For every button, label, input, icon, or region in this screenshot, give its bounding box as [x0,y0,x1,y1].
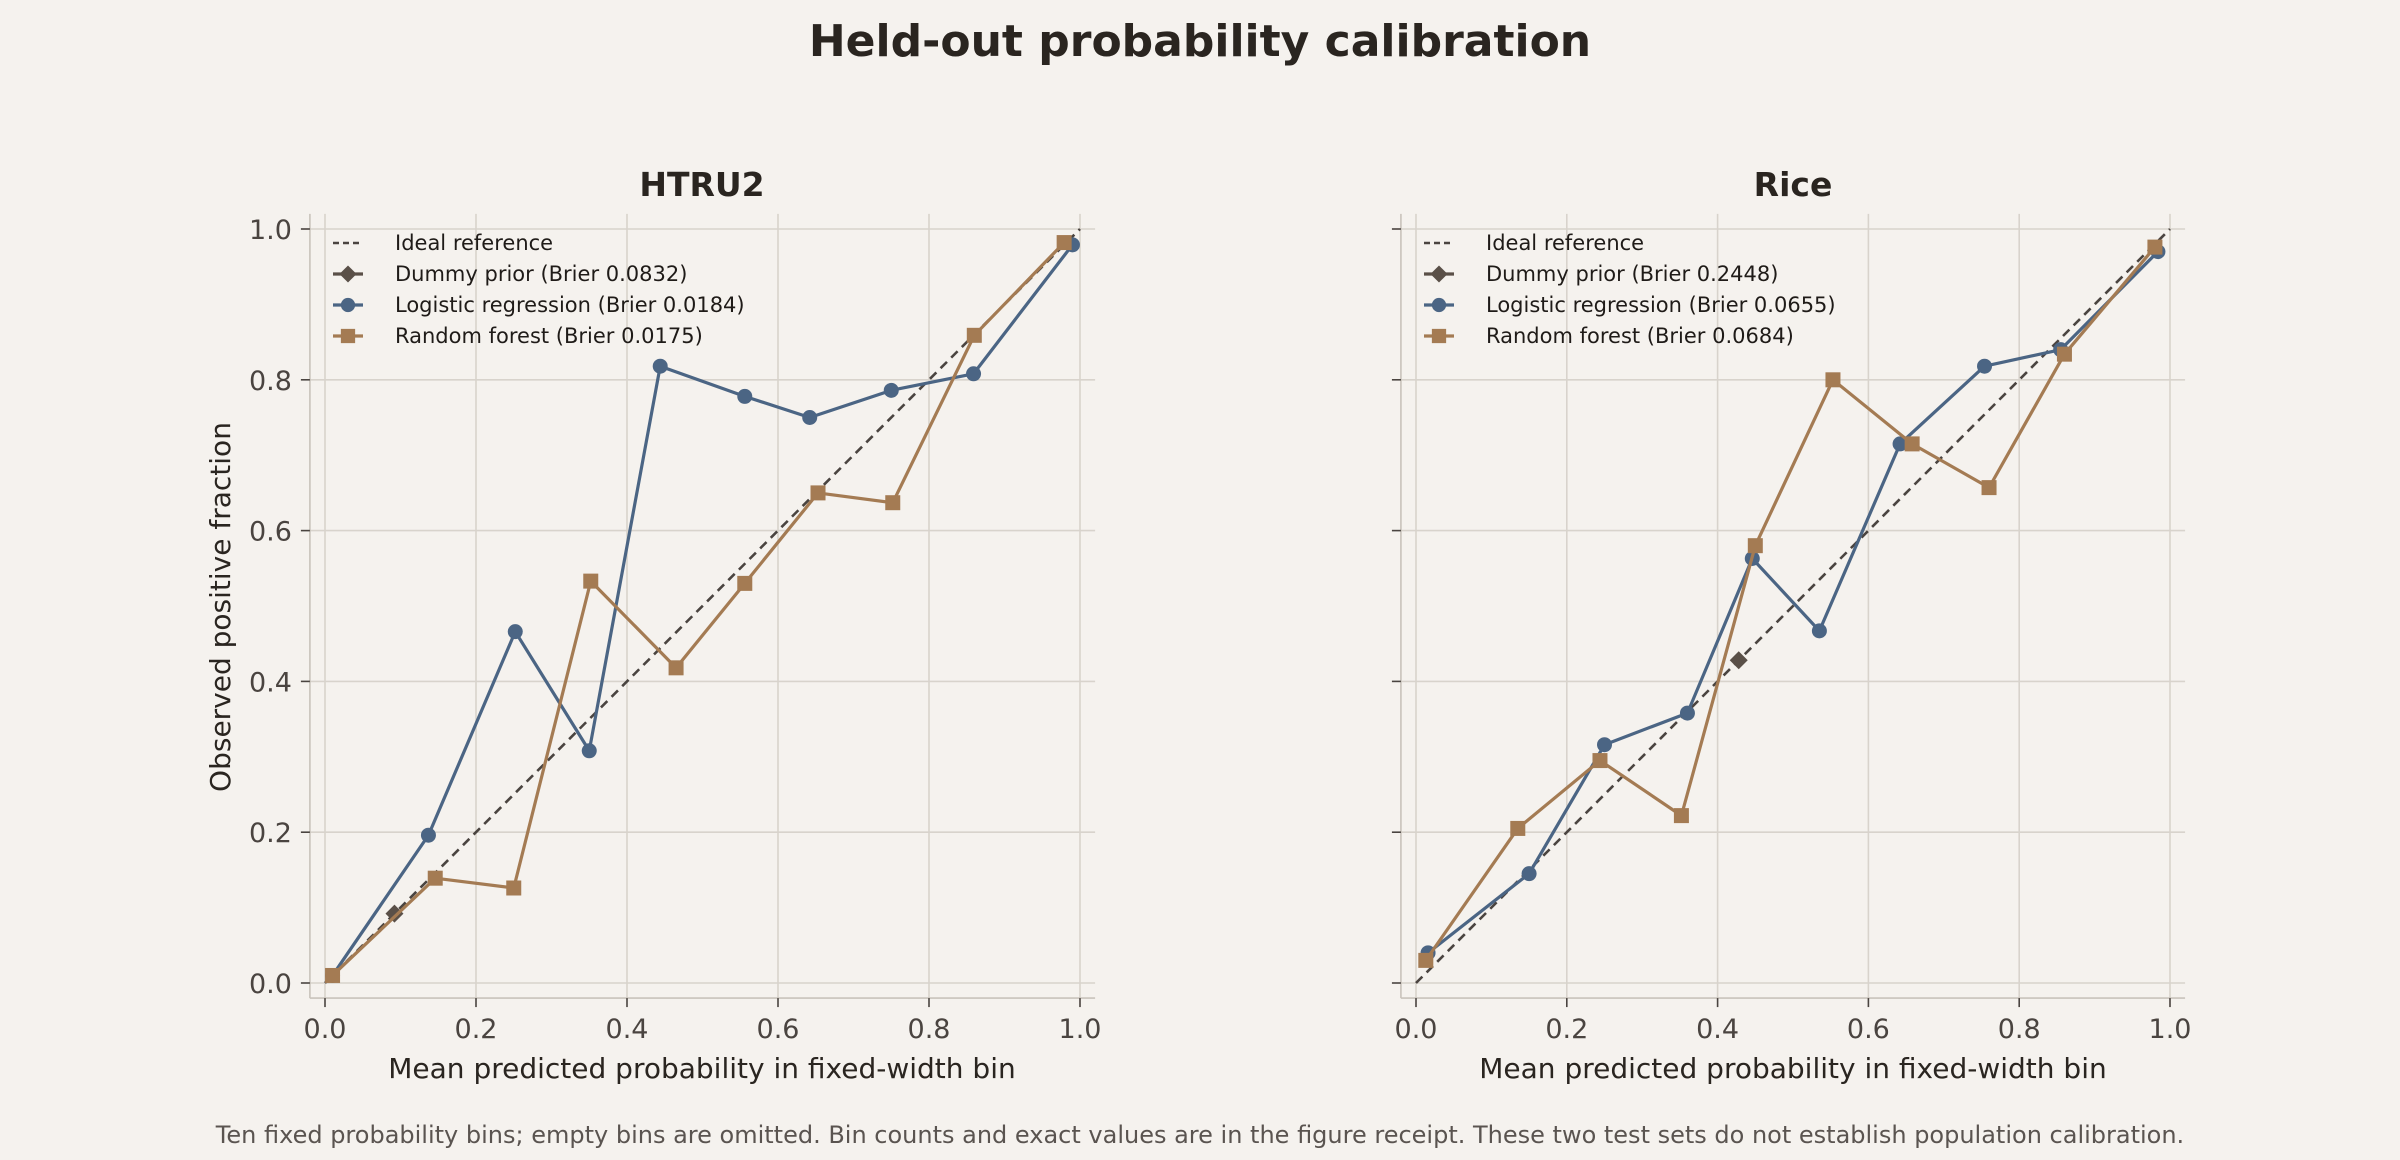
x-tick-label-rice-3: 0.6 [1847,1014,1890,1045]
series-logistic-regression-htru2 [325,237,1080,983]
x-tick-label-htru2-2: 0.4 [606,1014,649,1045]
legend-marker-dummy-prior-rice [1430,265,1448,283]
legend-label-random-forest-htru2: Random forest (Brier 0.0175) [395,324,703,348]
random-forest-point-rice-1 [1510,820,1526,836]
random-forest-point-htru2-6 [810,485,826,501]
logistic-regression-point-htru2-7 [883,382,899,398]
logistic-regression-line-rice [1427,250,2160,955]
random-forest-point-rice-3 [1673,808,1689,824]
random-forest-point-rice-6 [1904,436,1920,452]
legend-marker-random-forest-rice [1431,328,1447,344]
random-forest-point-rice-8 [2056,346,2072,362]
figure-caption: Ten fixed probability bins; empty bins a… [215,1121,2184,1149]
random-forest-point-rice-0 [1418,952,1434,968]
legend-label-dummy-prior-rice: Dummy prior (Brier 0.2448) [1486,262,1778,286]
dummy-prior-point-rice-0 [1729,651,1748,670]
x-tick-label-rice-2: 0.4 [1696,1014,1739,1045]
random-forest-point-htru2-7 [885,495,901,511]
random-forest-point-htru2-1 [427,870,443,886]
logistic-regression-point-htru2-6 [802,410,818,425]
x-axis-label-htru2: Mean predicted probability in fixed-widt… [388,1052,1015,1085]
x-tick-label-htru2-5: 1.0 [1059,1014,1102,1045]
random-forest-point-htru2-3 [583,573,599,589]
legend-marker-random-forest-htru2 [340,328,356,344]
series-dummy-prior-rice [1729,651,1748,670]
y-tick-label-htru2-1: 0.2 [249,818,292,849]
figure-title: Held-out probability calibration [809,16,1591,67]
x-tick-label-htru2-0: 0.0 [304,1014,347,1045]
legend-htru2: Ideal reference Dummy prior (Brier 0.0832… [333,231,745,348]
y-axis-label-htru2: Observed positive fraction [204,422,237,792]
panel-htru2: 0.0 0.2 0.4 0.6 0.8 1.0 0.0 0.2 0.4 0.6 0.8 1.0 Idea… [204,165,1101,1085]
x-axis-label-rice: Mean predicted probability in fixed-widt… [1479,1052,2106,1085]
panel-rice: 0.0 0.2 0.4 0.6 0.8 1.0 Ideal reference Dummy p… [1391,165,2192,1085]
random-forest-line-rice [1424,246,2157,962]
legend-marker-logistic-regression-rice [1431,297,1447,313]
plot-area-rice: 0.0 0.2 0.4 0.6 0.8 1.0 Ideal reference Dummy p… [1391,213,2192,1045]
x-tick-label-htru2-1: 0.2 [455,1014,498,1045]
legend-label-ideal-reference-htru2: Ideal reference [395,231,553,255]
random-forest-point-rice-4 [1747,538,1763,554]
y-tick-label-htru2-2: 0.4 [249,667,292,698]
legend-label-random-forest-rice: Random forest (Brier 0.0684) [1486,324,1794,348]
panel-title-rice: Rice [1754,165,1833,204]
x-tick-label-rice-1: 0.2 [1545,1014,1588,1045]
logistic-regression-point-rice-1 [1521,866,1537,882]
x-tick-label-htru2-3: 0.6 [757,1014,800,1045]
series-random-forest-rice [1418,239,2163,968]
random-forest-point-rice-2 [1592,753,1608,769]
random-forest-line-htru2 [331,241,1066,977]
logistic-regression-point-htru2-8 [966,366,982,382]
logistic-regression-point-htru2-2 [507,624,523,640]
logistic-regression-point-rice-7 [1977,358,1993,374]
logistic-regression-point-rice-6 [1892,436,1908,452]
legend-label-dummy-prior-htru2: Dummy prior (Brier 0.0832) [395,262,687,286]
logistic-regression-line-htru2 [331,243,1074,977]
legend-rice: Ideal reference Dummy prior (Brier 0.2448… [1424,231,1836,348]
y-tick-label-htru2-4: 0.8 [249,366,292,397]
random-forest-point-htru2-0 [325,967,341,983]
logistic-regression-point-rice-3 [1679,705,1695,721]
dummy-prior-point-htru2-0 [385,904,404,923]
series-dummy-prior-htru2 [385,904,404,923]
y-tick-label-htru2-3: 0.6 [249,517,292,548]
logistic-regression-point-htru2-4 [652,358,668,374]
logistic-regression-point-rice-5 [1811,623,1827,639]
random-forest-point-rice-5 [1825,372,1841,388]
x-tick-label-rice-5: 1.0 [2149,1014,2192,1045]
logistic-regression-point-htru2-1 [420,827,436,843]
logistic-regression-point-htru2-5 [737,388,753,404]
logistic-regression-point-htru2-3 [581,743,597,759]
legend-marker-logistic-regression-htru2 [340,297,356,313]
series-ideal-reference-htru2 [324,228,1081,984]
ideal-reference-line-htru2 [324,228,1081,984]
random-forest-point-rice-7 [1981,480,1997,496]
x-tick-label-rice-4: 0.8 [1998,1014,2041,1045]
x-tick-label-rice-0: 0.0 [1395,1014,1438,1045]
random-forest-point-htru2-4 [668,660,684,676]
y-tick-label-htru2-0: 0.0 [249,969,292,1000]
legend-label-ideal-reference-rice: Ideal reference [1486,231,1644,255]
random-forest-point-htru2-9 [1056,235,1072,251]
logistic-regression-point-rice-2 [1597,737,1612,753]
plot-area-htru2: 0.0 0.2 0.4 0.6 0.8 1.0 0.0 0.2 0.4 0.6 0.8 1.0 Idea… [249,213,1102,1045]
y-tick-label-htru2-5: 1.0 [249,215,292,246]
random-forest-point-htru2-8 [966,327,982,343]
random-forest-point-htru2-5 [737,575,753,591]
panel-title-htru2: HTRU2 [639,165,764,204]
series-random-forest-htru2 [325,235,1072,983]
legend-label-logistic-regression-htru2: Logistic regression (Brier 0.0184) [395,293,745,317]
legend-marker-dummy-prior-htru2 [339,265,357,283]
random-forest-point-htru2-2 [506,880,522,896]
x-tick-label-htru2-4: 0.8 [908,1014,951,1045]
random-forest-point-rice-9 [2147,239,2163,255]
legend-label-logistic-regression-rice: Logistic regression (Brier 0.0655) [1486,293,1836,317]
